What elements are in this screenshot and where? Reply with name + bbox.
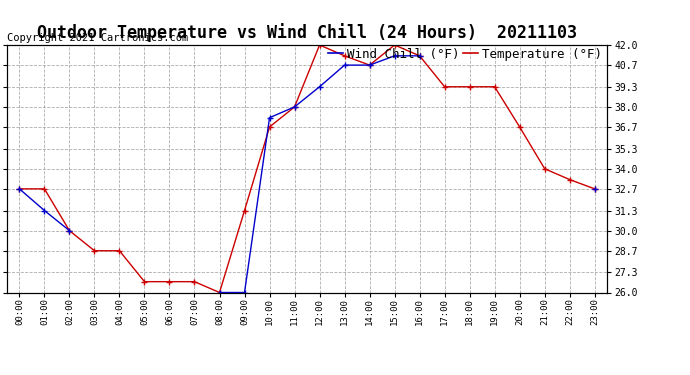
Text: Copyright 2021 Cartronics.com: Copyright 2021 Cartronics.com: [7, 33, 188, 42]
Title: Outdoor Temperature vs Wind Chill (24 Hours)  20211103: Outdoor Temperature vs Wind Chill (24 Ho…: [37, 23, 577, 42]
Legend: Wind Chill (°F), Temperature (°F): Wind Chill (°F), Temperature (°F): [324, 42, 607, 66]
